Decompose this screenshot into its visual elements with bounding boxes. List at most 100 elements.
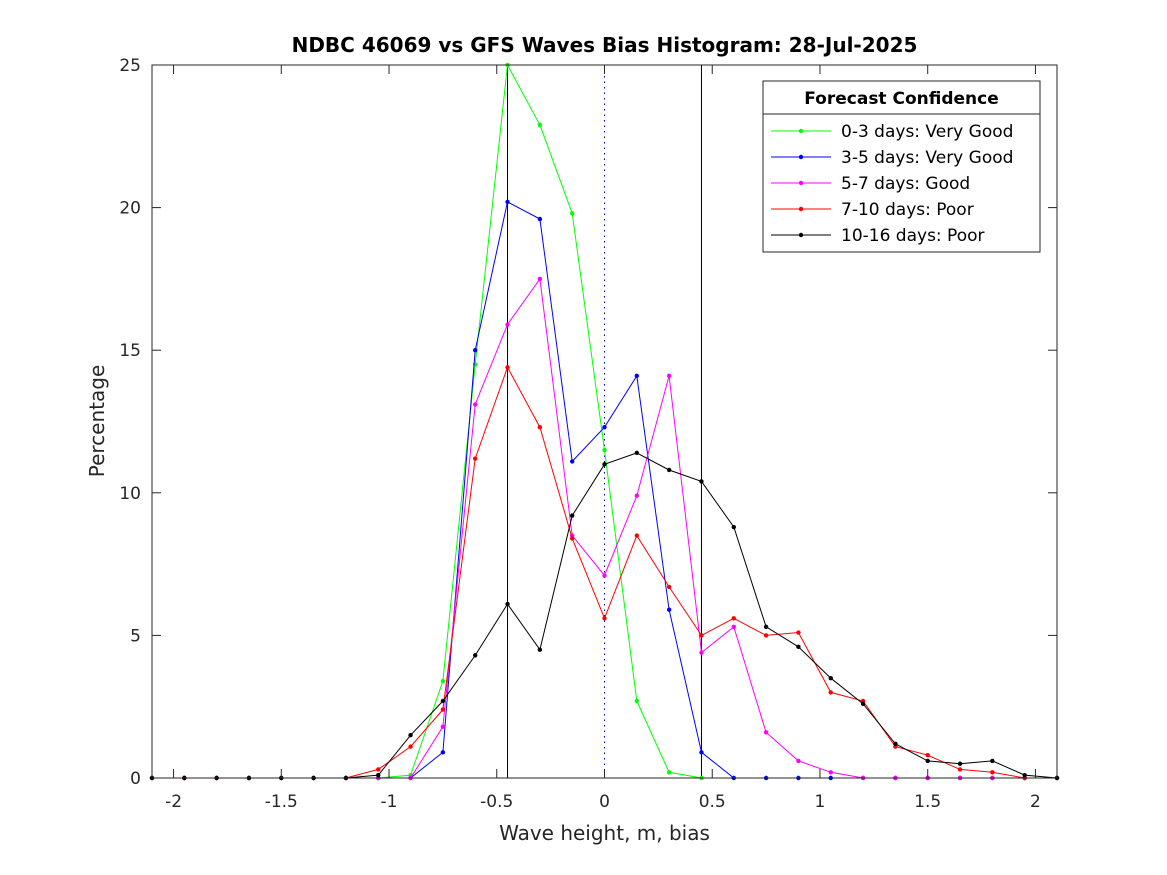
data-point-2-15 xyxy=(634,493,640,498)
data-point-4-15 xyxy=(634,450,640,456)
data-point-3-17 xyxy=(699,633,704,638)
data-point-4-22 xyxy=(860,701,866,707)
legend-marker-4 xyxy=(798,232,804,238)
data-point-4-26 xyxy=(990,758,995,764)
data-point-0-15 xyxy=(634,698,640,704)
data-point-3-24 xyxy=(925,752,930,758)
data-point-1-10 xyxy=(473,348,478,353)
legend-marker-3 xyxy=(798,206,804,212)
x-axis-label: Wave height, m, bias xyxy=(499,821,710,845)
legend-entry-0: 0-3 days: Very Good xyxy=(771,122,1013,142)
x-tick-label-3: -0.5 xyxy=(480,792,513,812)
data-point-1-14 xyxy=(602,425,607,430)
legend-label-3: 7-10 days: Poor xyxy=(841,200,974,220)
data-point-2-21 xyxy=(828,770,833,775)
x-tick-label-6: 1 xyxy=(815,792,826,812)
chart-title: NDBC 46069 vs GFS Waves Bias Histogram: … xyxy=(292,33,918,57)
data-point-4-24 xyxy=(925,758,930,764)
y-tick-label-4: 20 xyxy=(119,199,141,219)
data-point-3-8 xyxy=(408,744,413,749)
data-point-3-11 xyxy=(505,365,510,370)
data-point-0-14 xyxy=(602,447,607,453)
legend-box xyxy=(762,80,1041,253)
legend-title: Forecast Confidence xyxy=(804,89,999,109)
data-point-0-9 xyxy=(440,678,446,684)
y-tick-label-2: 10 xyxy=(119,484,141,504)
data-point-2-18 xyxy=(731,624,736,630)
data-point-2-10 xyxy=(473,402,478,407)
data-point-2-16 xyxy=(666,373,672,379)
x-tick-label-4: 0 xyxy=(599,792,610,812)
data-point-1-12 xyxy=(537,216,543,222)
data-point-4-20 xyxy=(796,644,801,650)
data-point-4-18 xyxy=(731,524,736,530)
legend-entry-1: 3-5 days: Very Good xyxy=(771,148,1013,168)
data-point-1-15 xyxy=(634,373,640,379)
data-point-3-26 xyxy=(990,770,995,775)
y-tick-label-5: 25 xyxy=(119,56,141,76)
data-point-1-11 xyxy=(505,199,510,205)
legend-label-1: 3-5 days: Very Good xyxy=(841,148,1013,168)
data-point-0-16 xyxy=(666,770,672,775)
x-tick-label-5: 0.5 xyxy=(699,792,726,812)
y-tick-label-1: 5 xyxy=(130,626,141,646)
y-tick-label-0: 0 xyxy=(130,769,141,789)
data-point-3-12 xyxy=(537,425,543,430)
data-point-0-12 xyxy=(537,122,543,128)
x-tick-label-1: -1.5 xyxy=(265,792,298,812)
data-point-3-10 xyxy=(473,456,478,461)
data-point-4-11 xyxy=(505,601,510,607)
data-point-0-13 xyxy=(569,211,575,216)
data-point-4-12 xyxy=(537,647,543,652)
legend-marker-2 xyxy=(798,180,804,186)
data-point-4-9 xyxy=(440,698,446,704)
data-point-3-19 xyxy=(763,633,769,638)
data-point-3-21 xyxy=(828,690,833,695)
data-point-3-13 xyxy=(569,536,575,541)
x-tick-label-2: -1 xyxy=(381,792,398,812)
data-point-4-21 xyxy=(828,675,833,681)
data-point-4-10 xyxy=(473,653,478,658)
data-point-3-25 xyxy=(957,767,963,772)
data-point-3-14 xyxy=(602,616,607,621)
data-point-3-18 xyxy=(731,616,736,621)
legend-marker-1 xyxy=(798,154,804,160)
x-tick-label-7: 1.5 xyxy=(914,792,941,812)
data-point-1-16 xyxy=(666,607,672,612)
legend-label-4: 10-16 days: Poor xyxy=(841,226,985,246)
data-point-3-9 xyxy=(440,707,446,712)
x-tick-label-8: 2 xyxy=(1030,792,1041,812)
y-tick-label-3: 15 xyxy=(119,341,141,361)
data-point-2-11 xyxy=(505,322,510,327)
data-point-2-12 xyxy=(537,276,543,282)
legend-entry-3: 7-10 days: Poor xyxy=(771,200,974,220)
data-point-2-14 xyxy=(602,573,607,578)
data-point-3-15 xyxy=(634,533,640,538)
data-point-1-9 xyxy=(440,750,446,755)
data-point-4-13 xyxy=(569,513,575,518)
data-point-4-7 xyxy=(376,772,381,778)
data-point-1-13 xyxy=(569,459,575,464)
legend-entry-2: 5-7 days: Good xyxy=(771,174,970,194)
data-point-4-19 xyxy=(763,624,769,630)
data-point-1-17 xyxy=(699,750,704,755)
data-point-3-16 xyxy=(666,584,672,590)
data-point-2-20 xyxy=(796,758,801,764)
data-point-2-19 xyxy=(763,730,769,735)
data-point-2-17 xyxy=(699,650,704,655)
legend-marker-0 xyxy=(798,128,804,134)
legend-entries: 0-3 days: Very Good 3-5 days: Very Good 5-… xyxy=(771,122,1013,246)
data-point-4-17 xyxy=(699,479,704,484)
y-axis-label: Percentage xyxy=(85,365,109,478)
legend-entry-4: 10-16 days: Poor xyxy=(771,226,985,246)
data-point-3-20 xyxy=(796,630,801,635)
legend: Forecast Confidence 0-3 days: Very Good 3… xyxy=(762,80,1041,253)
data-point-4-23 xyxy=(893,741,898,746)
data-point-3-7 xyxy=(376,767,381,772)
data-point-4-27 xyxy=(1022,772,1027,778)
data-point-4-25 xyxy=(957,761,963,766)
data-point-4-14 xyxy=(602,462,607,467)
x-tick-label-0: -2 xyxy=(165,792,182,812)
